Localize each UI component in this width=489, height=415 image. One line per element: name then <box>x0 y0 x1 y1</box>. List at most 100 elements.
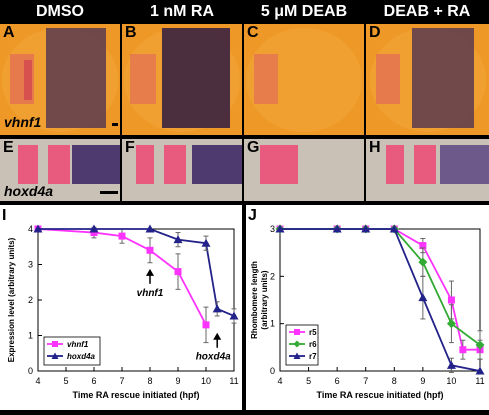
column-header-ra: 1 nM RA <box>150 3 214 20</box>
gene-label-hoxd4a: hoxd4a <box>4 183 54 199</box>
data-point-vhnf1 <box>146 246 154 254</box>
y-tick-label: 0 <box>28 366 33 376</box>
panel-label-c: C <box>247 24 259 41</box>
data-point-r7 <box>275 224 285 233</box>
y-tick-label: 3 <box>270 224 275 234</box>
x-axis-label: Time RA rescue initiated (hpf) <box>316 390 443 400</box>
data-point-r6 <box>475 340 485 350</box>
data-point-r5 <box>447 296 455 304</box>
column-header-deab: 5 μM DEAB <box>260 3 348 20</box>
x-tick-label: 7 <box>363 376 368 386</box>
x-tick-label: 8 <box>392 376 397 386</box>
legend-marker-r7 <box>293 352 301 359</box>
y-tick-label: 0 <box>270 366 275 376</box>
x-tick-label: 4 <box>35 376 40 386</box>
embryo-dmso-vhnf1 <box>2 28 118 132</box>
x-tick-label: 6 <box>335 376 340 386</box>
x-tick-label: 9 <box>175 376 180 386</box>
embryo-ra-vhnf1 <box>124 28 240 132</box>
data-point-r7 <box>475 366 485 375</box>
data-point-r6 <box>418 257 428 267</box>
panel-label-e: E <box>3 139 14 156</box>
panel-h-image: H <box>366 139 489 201</box>
legend-marker-r6 <box>293 340 301 348</box>
x-tick-label: 7 <box>119 376 124 386</box>
scale-bar <box>112 123 118 126</box>
stain-band <box>260 145 298 184</box>
stain-band <box>18 145 38 184</box>
y-tick-label: 3 <box>28 260 33 270</box>
panel-b-image: B <box>122 24 242 135</box>
data-point-hoxd4a <box>201 238 211 247</box>
y-tick-label: 2 <box>28 295 33 305</box>
column-header-deab-ra: DEAB + RA <box>383 3 471 20</box>
legend-label-hoxd4a: hoxd4a <box>67 352 96 361</box>
data-point-hoxd4a <box>212 304 222 313</box>
panel-label-j: J <box>248 207 257 224</box>
series-line-vhnf1 <box>37 228 207 326</box>
panel-g-image: G <box>244 139 364 201</box>
x-tick-label: 11 <box>475 376 484 386</box>
x-tick-label: 9 <box>420 376 425 386</box>
panel-c-image: C <box>244 24 364 135</box>
data-point-r7 <box>389 224 399 233</box>
data-point-r7 <box>418 293 428 302</box>
y-tick-label: 2 <box>270 271 275 281</box>
embryo-deab-vhnf1 <box>246 28 362 132</box>
arrow-head-hoxd4a <box>213 332 222 340</box>
stain-band <box>414 145 436 184</box>
data-point-hoxd4a <box>33 224 43 233</box>
stain-band <box>192 145 242 184</box>
embryo-deab-ra-vhnf1 <box>370 28 486 132</box>
y-axis-label: Expression level (arbitrary units) <box>7 237 16 362</box>
column-header-dmso: DMSO <box>36 3 84 20</box>
panel-label-b: B <box>125 24 137 41</box>
data-point-hoxd4a <box>229 311 239 320</box>
legend-label-r6: r6 <box>309 340 317 349</box>
stain-band <box>386 145 404 184</box>
x-tick-label: 11 <box>229 376 238 386</box>
y-tick-label: 4 <box>28 224 33 234</box>
legend-marker-hoxd4a <box>51 352 59 359</box>
y-tick-label: 1 <box>270 319 275 329</box>
stain-band <box>48 145 70 184</box>
data-point-vhnf1 <box>174 268 182 276</box>
chart-i-svg: 4 5 6 7 8 9 10 11 0 1 2 3 4 Time RA rescue initiated … <box>7 224 239 400</box>
panel-label-g: G <box>247 139 260 156</box>
data-point-r5 <box>459 346 467 354</box>
data-point-vhnf1 <box>90 229 98 237</box>
x-tick-label: 8 <box>147 376 152 386</box>
x-tick-label: 4 <box>277 376 282 386</box>
legend-marker-r5 <box>294 329 300 335</box>
data-point-r7 <box>332 224 342 233</box>
annotation-hoxd4a: hoxd4a <box>196 352 231 363</box>
y-tick-label: 1 <box>28 331 33 341</box>
stain-band <box>164 145 186 184</box>
data-point-hoxd4a <box>145 224 155 233</box>
x-tick-label: 10 <box>201 376 211 386</box>
legend-label-r7: r7 <box>309 352 317 361</box>
stain-band <box>136 145 154 184</box>
data-point-vhnf1 <box>118 232 126 240</box>
panel-label-h: H <box>369 139 381 156</box>
panel-j-chart: J 4 5 6 7 8 9 10 11 0 1 2 3 Time RA rescue initiated… <box>246 205 489 410</box>
legend-label-r5: r5 <box>309 328 317 337</box>
data-point-r7 <box>361 224 371 233</box>
annotation-vhnf1: vhnf1 <box>137 288 164 299</box>
scale-bar <box>100 191 118 194</box>
legend-label-vhnf1: vhnf1 <box>67 340 89 349</box>
panel-label-i: I <box>2 207 7 224</box>
arrow-head-vhnf1 <box>146 268 154 276</box>
panel-label-d: D <box>369 24 381 41</box>
data-point-hoxd4a <box>89 224 99 233</box>
gene-label-vhnf1: vhnf1 <box>4 114 42 130</box>
panel-label-f: F <box>125 139 135 156</box>
data-point-r5 <box>419 242 427 250</box>
x-tick-label: 10 <box>446 376 456 386</box>
data-point-r7 <box>446 360 456 369</box>
chart-j-svg: 4 5 6 7 8 9 10 11 0 1 2 3 Time RA rescue initiated (… <box>250 224 485 400</box>
x-tick-label: 5 <box>306 376 311 386</box>
y-axis-label: Rhombomere length(arbitrary units) <box>250 261 269 339</box>
x-tick-label: 6 <box>91 376 96 386</box>
legend-marker-vhnf1 <box>52 341 58 347</box>
